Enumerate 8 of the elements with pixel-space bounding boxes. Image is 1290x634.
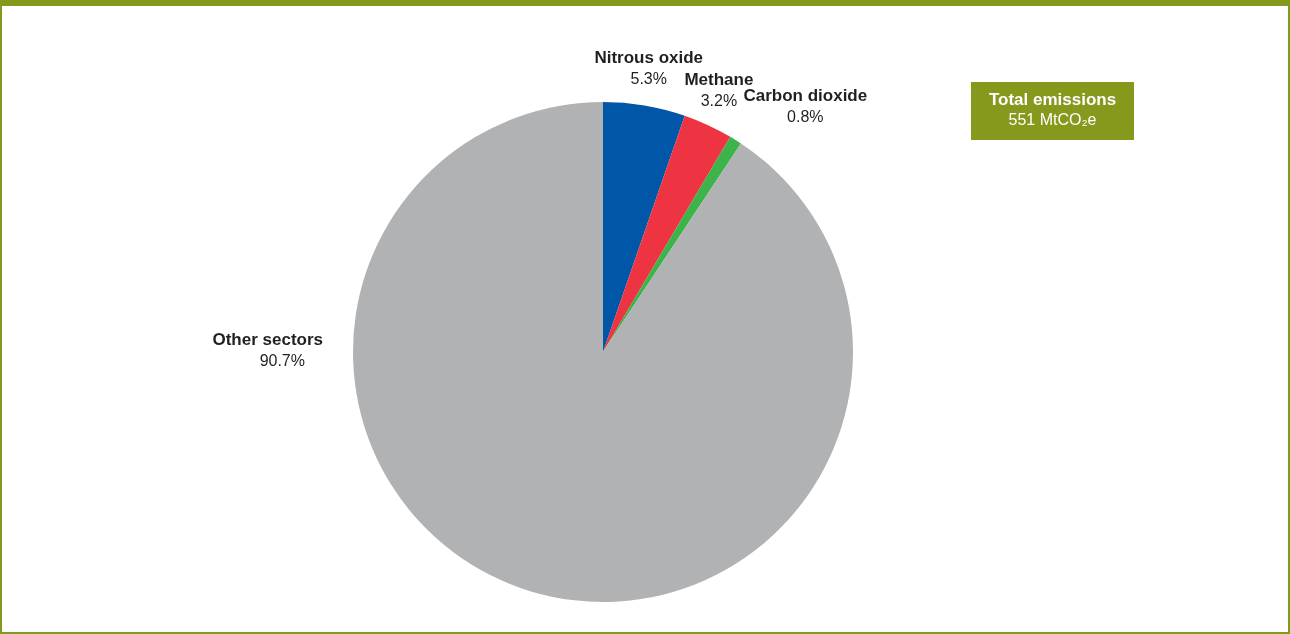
text: Total emissions — [987, 89, 1118, 110]
text: 551 MtCO₂e — [1007, 110, 1098, 130]
data-label: 5.3% — [630, 70, 667, 88]
slice-label: Nitrous oxide — [594, 48, 704, 67]
slice-label: Other sectors — [212, 330, 323, 350]
data-label: 0.8% — [787, 108, 824, 126]
data-label: 90.7% — [259, 352, 305, 370]
data-label: 3.2% — [700, 91, 738, 109]
